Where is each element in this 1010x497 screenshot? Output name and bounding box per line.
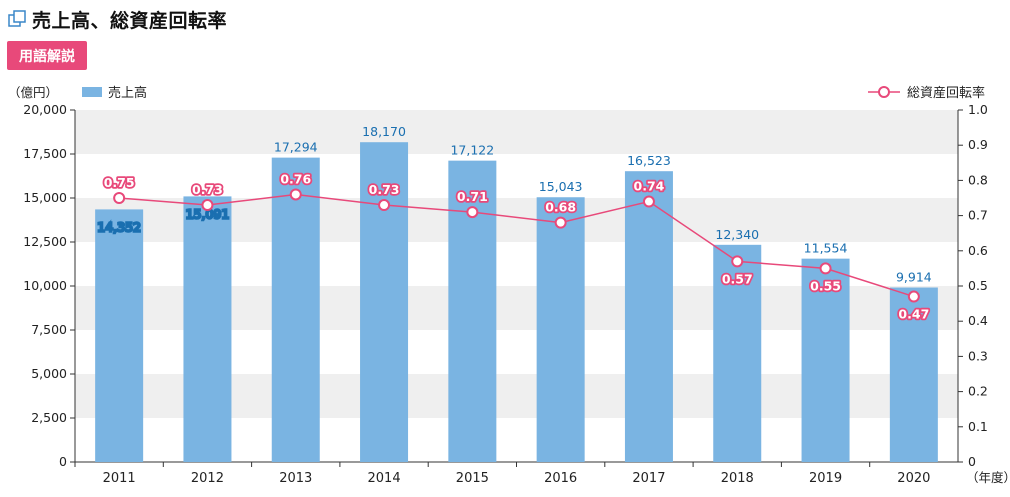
bar [536,197,585,462]
legend-line-label: 総資産回転率 [907,85,985,101]
grid-band [75,110,958,154]
y-left-tick-label: 17,500 [23,146,67,161]
x-tick-label: 2017 [632,471,665,486]
bar [624,171,673,463]
bar [713,244,762,462]
ratio-point [466,206,479,219]
ratio-value-label: 0.76 [280,171,311,186]
legend-line-marker [878,86,890,98]
y-left-tick-label: 15,000 [23,190,67,205]
y-left-unit-label: （億円） [8,85,58,100]
bar [448,160,497,462]
bar-value-label: 15,043 [539,179,583,194]
x-tick-label: 2019 [809,471,842,486]
y-right-tick-label: 0.3 [968,348,988,363]
y-right-tick-label: 0.9 [968,137,988,152]
y-right-tick-label: 0 [968,454,976,469]
x-tick-label: 2011 [103,471,136,486]
y-right-tick-label: 1.0 [968,102,988,117]
ratio-point [113,192,126,204]
header: 売上高、総資産回転率 [8,6,227,32]
x-unit-label: （年度） [966,470,1010,485]
legend-bar-swatch [82,87,102,97]
y-left-tick-label: 5,000 [31,366,67,381]
y-right-tick-label: 0.7 [968,208,988,223]
x-tick-label: 2013 [279,471,312,486]
bar [889,287,938,462]
bar-value-label: 9,914 [896,270,932,285]
y-right-tick-label: 0.2 [968,384,988,399]
bar [95,209,144,462]
ratio-value-label: 0.47 [898,307,929,322]
ratio-value-label: 0.73 [192,182,223,197]
x-tick-label: 2012 [191,471,224,486]
ratio-point [642,195,655,208]
ratio-value-label: 0.57 [722,271,753,286]
y-right-tick-label: 0.4 [968,313,988,328]
bar-value-label: 14,352 [97,219,141,234]
bar-value-label: 16,523 [627,153,671,168]
ratio-value-label: 0.73 [369,182,400,197]
ratio-point [731,255,744,268]
ratio-point [201,199,214,212]
x-tick-label: 2020 [897,471,930,486]
x-tick-label: 2016 [544,471,577,486]
x-tick-label: 2015 [456,471,489,486]
glossary-button[interactable]: 用語解説 [7,41,87,70]
bar-value-label: 18,170 [362,124,406,139]
page-title: 売上高、総資産回転率 [32,9,228,32]
ratio-point [907,290,920,303]
y-left-tick-label: 2,500 [31,410,67,425]
bar-value-label: 15,091 [186,206,230,221]
legend-bar-label: 売上高 [108,85,147,101]
y-left-tick-label: 0 [59,454,67,469]
ratio-point [289,188,302,201]
y-right-tick-label: 0.6 [968,243,988,258]
y-right-tick-label: 0.1 [968,419,988,434]
y-right-tick-label: 0.8 [968,172,988,187]
x-tick-label: 2018 [721,471,754,486]
y-right-tick-label: 0.5 [968,278,988,293]
ratio-value-label: 0.55 [810,278,841,293]
y-left-tick-label: 20,000 [23,102,67,117]
bar-value-label: 12,340 [715,227,759,242]
y-left-tick-label: 7,500 [31,322,67,337]
ratio-point [554,216,567,229]
ratio-point [378,199,391,212]
ratio-value-label: 0.68 [545,200,576,215]
bar [360,142,409,462]
bar-value-label: 17,122 [450,143,494,158]
ratio-line [119,193,915,298]
ratio-point [819,262,832,275]
bar [271,157,320,462]
bar [801,258,850,462]
ratio-value-label: 0.71 [457,189,488,204]
ratio-value-label: 0.74 [634,179,665,194]
bar-value-label: 11,554 [804,241,848,256]
x-tick-label: 2014 [368,471,401,486]
bar [183,196,232,462]
window-icon [8,10,26,27]
y-left-tick-label: 12,500 [23,234,67,249]
bar-value-label: 17,294 [274,140,318,155]
y-left-tick-label: 10,000 [23,278,67,293]
ratio-value-label: 0.75 [104,175,135,190]
